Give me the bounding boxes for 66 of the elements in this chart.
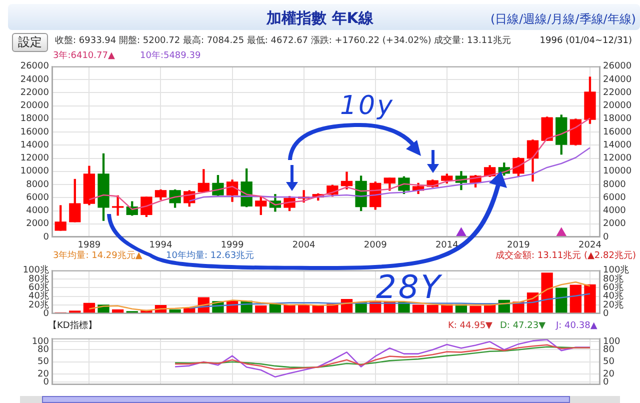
y2-tick-label: 26000 (603, 62, 632, 72)
y2-tick-label: 22000 (603, 88, 632, 98)
y-tick-label: 14000 (20, 140, 50, 150)
y-tick-label: 2000 (26, 219, 50, 230)
y-tick-label: 24000 (20, 74, 50, 85)
y2-tick-label: 80 (603, 345, 615, 356)
y2-tick-label: 2000 (603, 219, 626, 230)
y2-tick-label: 18000 (603, 114, 632, 124)
annotation: 28Y (376, 268, 442, 306)
text: 設定 (12, 33, 48, 52)
y-tick-label: 100 (32, 336, 50, 347)
y2-tick-label: 8000 (603, 180, 626, 190)
y2-tick-label: 16000 (603, 127, 632, 138)
y-tick-label: 22000 (20, 88, 50, 98)
x-tick-label: 1994 (149, 240, 172, 251)
chart-subtitle: (日線/週線/月線/季線/年線) (490, 11, 636, 28)
y-tick-label: 26000 (20, 62, 50, 72)
y2-tick-label: 4000 (603, 206, 626, 216)
y-tick-label: 12000 (20, 154, 50, 164)
text: 10年均量: 12.63兆元 (166, 251, 254, 262)
text: 1996 (01/04~12/31) (540, 36, 632, 47)
y-tick-label: 4000 (26, 206, 50, 216)
y-tick-label: 80 (38, 345, 50, 356)
text: 成交金額: 13.11兆元 (▲2.82兆元) (495, 251, 636, 262)
text: 3年均量: 14.29兆元▲ (53, 251, 142, 262)
annotation: 10y (340, 91, 394, 121)
y-tick-label: 6000 (26, 192, 50, 203)
x-tick-label: 2019 (506, 240, 530, 251)
y-tick-label: 0 (43, 308, 50, 319)
text: 收盤: 6933.94 開盤: 5200.72 最高: 7084.25 最低: 4672.67 漲跌: +1760.22 (+34.02%) 成交量: 13.11兆元 (55, 36, 511, 47)
y2-tick-label: 0 (603, 378, 609, 388)
x-tick-label: 2009 (364, 240, 388, 251)
y-tick-label: 0 (43, 232, 50, 242)
x-tick-label: 2014 (435, 240, 459, 251)
y-tick-label: 8000 (26, 180, 50, 190)
text: 3年:6410.77▲ (53, 51, 115, 62)
x-tick-label: 2024 (578, 240, 602, 251)
y2-tick-label: 24000 (603, 74, 632, 85)
y-tick-label: 0 (43, 378, 50, 388)
chart-title: 加權指數 年K線 (266, 9, 374, 27)
y-tick-label: 20 (38, 369, 50, 380)
text: K: 44.95▼ (448, 321, 492, 332)
y2-tick-label: 0 (603, 232, 609, 242)
y-tick-label: 20000 (20, 101, 50, 112)
text: 【KD指標】 (48, 321, 97, 332)
y-tick-label: 18000 (20, 114, 50, 124)
y2-tick-label: 6000 (603, 192, 626, 203)
y-tick-label: 20兆 (28, 299, 49, 310)
y2-tick-label: 20 (603, 369, 615, 380)
y-tick-label: 50 (38, 357, 50, 368)
x-tick-label: 2004 (292, 240, 316, 251)
y2-tick-label: 100 (603, 336, 620, 347)
y2-tick-label: 12000 (603, 154, 632, 164)
y2-tick-label: 20000 (603, 101, 632, 112)
x-tick-label: 1999 (220, 240, 244, 251)
y-tick-label: 16000 (20, 127, 50, 138)
y2-tick-label: 20兆 (603, 299, 624, 310)
text: 10年:5489.39 (140, 51, 201, 62)
y2-tick-label: 10000 (603, 166, 632, 177)
text: J: 40.38▲ (556, 321, 598, 332)
y-tick-label: 10000 (20, 166, 50, 177)
text: D: 47.23▼ (500, 321, 546, 332)
y2-tick-label: 0 (603, 308, 609, 319)
y2-tick-label: 50 (603, 357, 615, 368)
y2-tick-label: 14000 (603, 140, 632, 150)
x-tick-label: 1989 (78, 240, 101, 251)
